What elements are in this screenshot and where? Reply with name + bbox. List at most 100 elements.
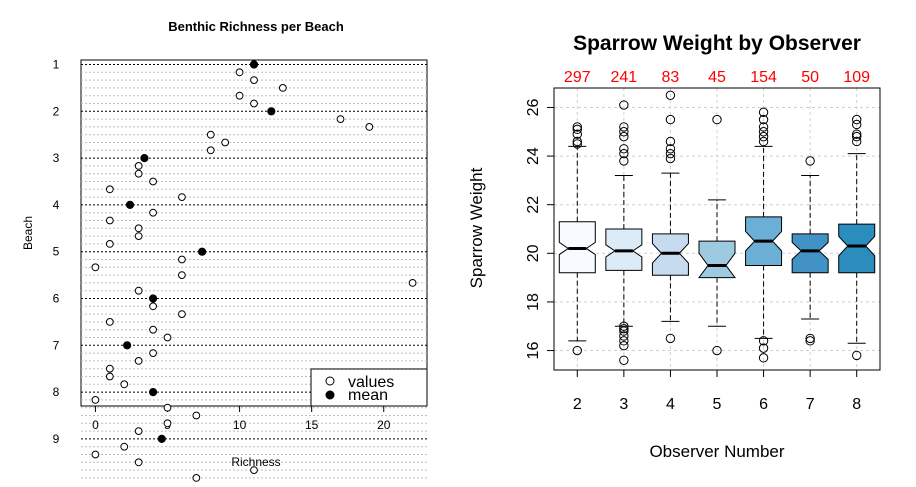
left-legend: values mean xyxy=(310,368,428,407)
value-point xyxy=(134,232,143,241)
y-tick-label: 24 xyxy=(525,147,542,165)
outlier-point xyxy=(572,136,582,147)
outlier-point xyxy=(852,350,862,361)
outlier-point xyxy=(665,153,676,164)
value-point xyxy=(149,349,157,358)
x-tick-label: 8 xyxy=(852,396,861,413)
value-point xyxy=(408,279,417,287)
value-point xyxy=(250,76,258,84)
outlier-point xyxy=(572,345,582,356)
outlier-point xyxy=(758,336,769,346)
value-point xyxy=(91,396,100,404)
outlier-point xyxy=(572,139,582,149)
notched-box xyxy=(698,240,736,279)
value-point xyxy=(105,185,114,194)
y-tick-label: 2 xyxy=(53,104,60,118)
y-tick-label: 7 xyxy=(53,338,60,352)
left-y-axis-label: Beach xyxy=(21,216,35,250)
mean-point xyxy=(148,388,158,397)
outlier-point xyxy=(665,90,676,100)
left-chart-title: Benthic Richness per Beach xyxy=(168,19,344,34)
value-point xyxy=(206,146,215,155)
legend-mean-label: mean xyxy=(348,387,388,404)
value-point xyxy=(105,372,114,381)
mean-point xyxy=(267,107,276,116)
outlier-point xyxy=(619,131,629,142)
outlier-point xyxy=(852,131,862,142)
outlier-point xyxy=(665,114,676,125)
x-tick-label: 15 xyxy=(305,418,319,432)
outlier-point xyxy=(758,122,769,132)
value-point xyxy=(178,271,186,280)
sample-count: 45 xyxy=(708,69,726,86)
right-y-axis: 16 18 20 22 24 26 xyxy=(525,98,554,359)
value-point xyxy=(149,325,157,334)
outlier-point xyxy=(852,119,862,130)
box-group xyxy=(605,100,643,365)
value-point xyxy=(134,357,143,365)
legend-mean-marker xyxy=(325,390,335,400)
value-point xyxy=(134,224,143,233)
outlier-point xyxy=(619,321,629,331)
outlier-point xyxy=(572,122,582,132)
value-point xyxy=(178,310,186,319)
y-tick-label: 9 xyxy=(53,432,60,446)
outlier-point xyxy=(572,124,582,135)
outlier-point xyxy=(665,144,676,154)
left-data-points xyxy=(91,60,417,482)
sparrow-box-plot: Sparrow Weight by Observer 297 241 83 45 154… xyxy=(467,32,881,461)
y-tick-label: 5 xyxy=(53,245,60,259)
outlier-point xyxy=(758,131,769,142)
right-x-axis-label: Observer Number xyxy=(649,442,784,461)
value-point xyxy=(134,458,143,467)
x-tick-label: 5 xyxy=(713,396,722,413)
sample-count: 109 xyxy=(843,69,870,86)
x-tick-label: 4 xyxy=(666,396,675,413)
y-tick-label: 22 xyxy=(525,196,542,214)
y-tick-label: 6 xyxy=(53,292,60,306)
box-group xyxy=(651,90,689,344)
left-x-axis-label: Richness xyxy=(231,455,280,469)
x-tick-label: 7 xyxy=(806,396,815,413)
value-point xyxy=(105,364,114,373)
y-tick-label: 4 xyxy=(53,198,60,212)
value-point xyxy=(134,286,143,295)
value-point xyxy=(149,302,157,311)
left-gridlines xyxy=(81,64,427,479)
value-point xyxy=(163,419,172,428)
y-tick-label: 3 xyxy=(53,151,60,165)
outlier-point xyxy=(758,114,769,125)
outlier-point xyxy=(619,355,629,365)
mean-point xyxy=(249,60,259,69)
mean-point xyxy=(148,294,158,303)
box-group xyxy=(745,107,783,363)
x-tick-label: 2 xyxy=(573,396,582,413)
y-tick-label: 20 xyxy=(525,244,542,262)
sample-count: 297 xyxy=(564,69,591,86)
notched-box xyxy=(838,223,876,274)
box-group xyxy=(838,114,876,361)
benthic-dot-chart: Benthic Richness per Beach 0 5 10 15 20 1 2 3 4… xyxy=(21,19,428,482)
mean-point xyxy=(157,434,166,443)
value-point xyxy=(278,84,287,92)
value-point xyxy=(149,177,157,186)
value-point xyxy=(105,240,114,248)
outlier-point xyxy=(619,326,629,336)
sample-count: 83 xyxy=(662,69,680,86)
outlier-point xyxy=(852,129,862,139)
right-chart-title: Sparrow Weight by Observer xyxy=(573,32,861,55)
outlier-point xyxy=(665,148,676,159)
box-group xyxy=(558,122,596,356)
value-point xyxy=(250,99,258,108)
mean-point xyxy=(125,200,135,209)
sample-count: 154 xyxy=(750,69,777,86)
value-point xyxy=(178,255,186,264)
outlier-point xyxy=(758,127,769,137)
outlier-point xyxy=(619,100,629,110)
left-plot-frame xyxy=(80,59,428,407)
mean-point xyxy=(198,247,207,256)
legend-box xyxy=(310,368,428,407)
value-point xyxy=(120,380,129,389)
outlier-point xyxy=(758,343,769,353)
